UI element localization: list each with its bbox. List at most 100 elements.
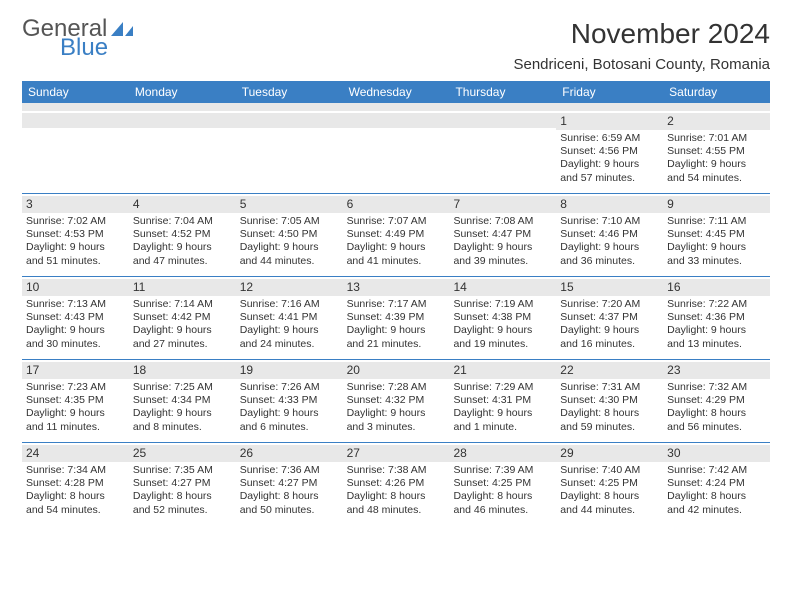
day-info-line: Sunrise: 7:40 AM: [560, 464, 659, 477]
logo-word2: Blue: [60, 37, 108, 60]
daynum-row: 12: [236, 279, 343, 296]
daynum-row: 9: [663, 196, 770, 213]
day-info-line: Sunrise: 7:39 AM: [453, 464, 552, 477]
day-cell: 22Sunrise: 7:31 AMSunset: 4:30 PMDayligh…: [556, 360, 663, 442]
day-info-line: Sunrise: 7:34 AM: [26, 464, 125, 477]
day-info-line: Sunrise: 7:20 AM: [560, 298, 659, 311]
day-info-line: Sunrise: 7:05 AM: [240, 215, 339, 228]
daynum-row-empty: [22, 113, 129, 128]
day-info-line: and 11 minutes.: [26, 421, 125, 434]
day-info-line: Daylight: 9 hours: [240, 324, 339, 337]
day-cell: 3Sunrise: 7:02 AMSunset: 4:53 PMDaylight…: [22, 194, 129, 276]
week-row: 10Sunrise: 7:13 AMSunset: 4:43 PMDayligh…: [22, 276, 770, 359]
day-cell: 25Sunrise: 7:35 AMSunset: 4:27 PMDayligh…: [129, 443, 236, 525]
day-info-line: Sunrise: 7:28 AM: [347, 381, 446, 394]
day-cell: 13Sunrise: 7:17 AMSunset: 4:39 PMDayligh…: [343, 277, 450, 359]
weeks-container: 1Sunrise: 6:59 AMSunset: 4:56 PMDaylight…: [22, 111, 770, 525]
day-info-line: and 30 minutes.: [26, 338, 125, 351]
day-number: 13: [347, 280, 360, 294]
day-info-line: Sunset: 4:25 PM: [560, 477, 659, 490]
day-number: 15: [560, 280, 573, 294]
day-info-line: and 47 minutes.: [133, 255, 232, 268]
day-info-line: Sunrise: 7:32 AM: [667, 381, 766, 394]
day-info-line: and 46 minutes.: [453, 504, 552, 517]
day-info-line: Sunrise: 6:59 AM: [560, 132, 659, 145]
day-info-line: and 48 minutes.: [347, 504, 446, 517]
day-info-line: Sunrise: 7:25 AM: [133, 381, 232, 394]
day-info-line: Sunset: 4:29 PM: [667, 394, 766, 407]
day-info-line: Daylight: 9 hours: [560, 324, 659, 337]
day-number: 21: [453, 363, 466, 377]
day-number: 6: [347, 197, 354, 211]
day-info-line: Daylight: 9 hours: [453, 324, 552, 337]
day-info-line: and 24 minutes.: [240, 338, 339, 351]
day-info-line: Sunset: 4:27 PM: [133, 477, 232, 490]
day-info-line: Sunrise: 7:31 AM: [560, 381, 659, 394]
day-number: 20: [347, 363, 360, 377]
day-info-line: Sunset: 4:38 PM: [453, 311, 552, 324]
day-info-line: Daylight: 9 hours: [347, 241, 446, 254]
day-number: 19: [240, 363, 253, 377]
day-cell: 4Sunrise: 7:04 AMSunset: 4:52 PMDaylight…: [129, 194, 236, 276]
day-cell: 10Sunrise: 7:13 AMSunset: 4:43 PMDayligh…: [22, 277, 129, 359]
day-cell: 16Sunrise: 7:22 AMSunset: 4:36 PMDayligh…: [663, 277, 770, 359]
day-number: 24: [26, 446, 39, 460]
daynum-row: 11: [129, 279, 236, 296]
day-info-line: and 57 minutes.: [560, 172, 659, 185]
day-cell: 19Sunrise: 7:26 AMSunset: 4:33 PMDayligh…: [236, 360, 343, 442]
day-number: 23: [667, 363, 680, 377]
daynum-row: 28: [449, 445, 556, 462]
day-number: 8: [560, 197, 567, 211]
day-info-line: Sunset: 4:55 PM: [667, 145, 766, 158]
logo: General Blue: [22, 18, 135, 60]
day-info-line: and 50 minutes.: [240, 504, 339, 517]
day-cell: [236, 111, 343, 193]
month-title: November 2024: [513, 18, 770, 50]
daynum-row: 20: [343, 362, 450, 379]
day-info-line: Sunrise: 7:17 AM: [347, 298, 446, 311]
day-info-line: Sunrise: 7:35 AM: [133, 464, 232, 477]
day-number: 4: [133, 197, 140, 211]
daynum-row: 1: [556, 113, 663, 130]
logo-sail-icon: [109, 20, 135, 38]
day-info-line: Sunrise: 7:38 AM: [347, 464, 446, 477]
daynum-row: 21: [449, 362, 556, 379]
day-info-line: Sunset: 4:26 PM: [347, 477, 446, 490]
day-info-line: Sunrise: 7:23 AM: [26, 381, 125, 394]
day-number: 3: [26, 197, 33, 211]
day-cell: 24Sunrise: 7:34 AMSunset: 4:28 PMDayligh…: [22, 443, 129, 525]
daynum-row: 6: [343, 196, 450, 213]
week-row: 17Sunrise: 7:23 AMSunset: 4:35 PMDayligh…: [22, 359, 770, 442]
day-info-line: Sunset: 4:41 PM: [240, 311, 339, 324]
day-info-line: and 13 minutes.: [667, 338, 766, 351]
daynum-row-empty: [129, 113, 236, 128]
day-info-line: Sunrise: 7:14 AM: [133, 298, 232, 311]
day-info-line: Sunset: 4:31 PM: [453, 394, 552, 407]
day-number: 25: [133, 446, 146, 460]
day-info-line: Daylight: 9 hours: [26, 324, 125, 337]
day-info-line: Sunrise: 7:29 AM: [453, 381, 552, 394]
day-info-line: and 3 minutes.: [347, 421, 446, 434]
day-info-line: and 36 minutes.: [560, 255, 659, 268]
daynum-row: 25: [129, 445, 236, 462]
day-number: 9: [667, 197, 674, 211]
day-info-line: Sunset: 4:42 PM: [133, 311, 232, 324]
day-info-line: Sunrise: 7:16 AM: [240, 298, 339, 311]
day-cell: 18Sunrise: 7:25 AMSunset: 4:34 PMDayligh…: [129, 360, 236, 442]
day-info-line: Daylight: 9 hours: [560, 241, 659, 254]
day-number: 16: [667, 280, 680, 294]
daynum-row: 4: [129, 196, 236, 213]
day-info-line: and 19 minutes.: [453, 338, 552, 351]
daynum-row: 2: [663, 113, 770, 130]
daynum-row: 7: [449, 196, 556, 213]
day-info-line: and 44 minutes.: [240, 255, 339, 268]
day-number: 2: [667, 114, 674, 128]
day-info-line: Daylight: 8 hours: [560, 490, 659, 503]
day-cell: 26Sunrise: 7:36 AMSunset: 4:27 PMDayligh…: [236, 443, 343, 525]
day-info-line: and 33 minutes.: [667, 255, 766, 268]
daynum-row: 23: [663, 362, 770, 379]
day-info-line: Sunrise: 7:10 AM: [560, 215, 659, 228]
day-info-line: and 21 minutes.: [347, 338, 446, 351]
day-info-line: Sunset: 4:52 PM: [133, 228, 232, 241]
day-cell: 20Sunrise: 7:28 AMSunset: 4:32 PMDayligh…: [343, 360, 450, 442]
